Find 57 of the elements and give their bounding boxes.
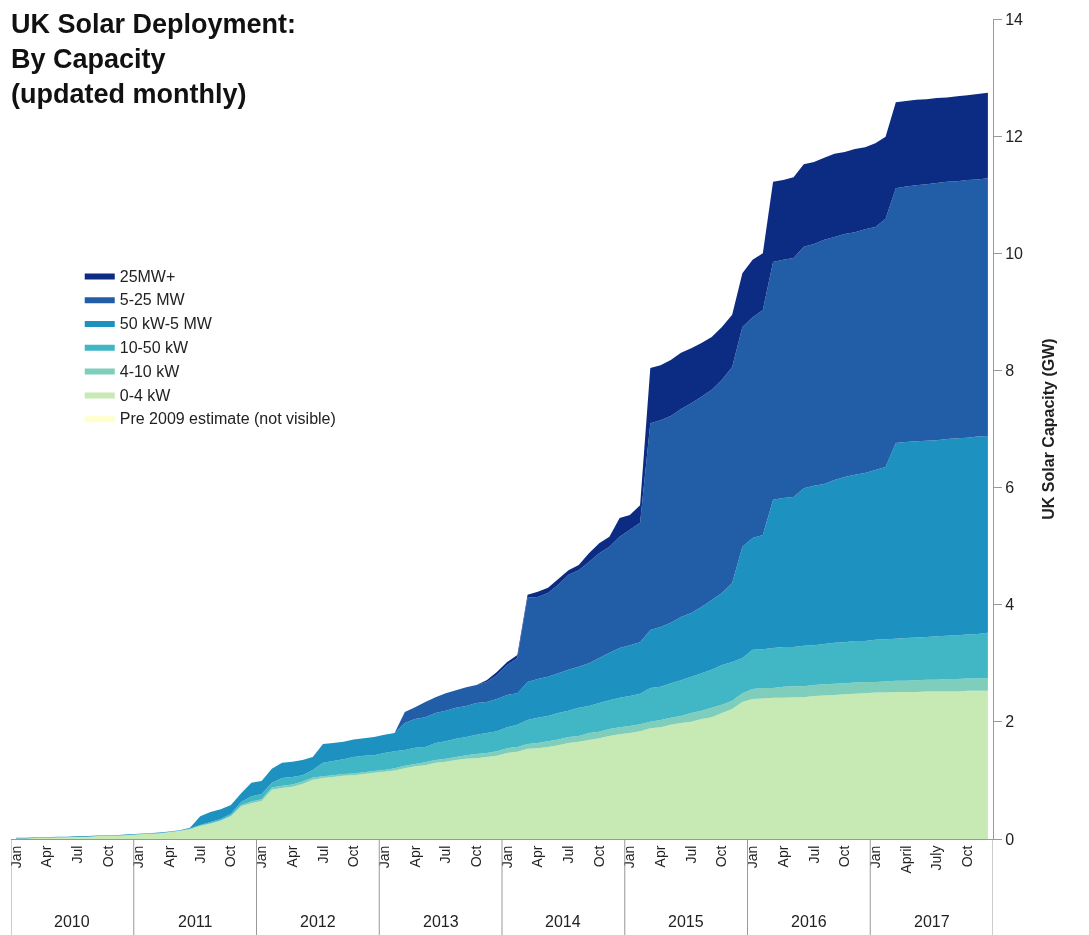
x-tick-label: Apr bbox=[774, 845, 791, 868]
legend-label: 4-10 kW bbox=[119, 362, 181, 380]
x-tick-label: Jan bbox=[130, 845, 147, 869]
x-tick-label: Jan bbox=[498, 845, 515, 869]
x-tick-label: Oct bbox=[590, 845, 607, 868]
x-tick-label: Jul bbox=[69, 845, 86, 864]
x-tick-label: Jan bbox=[744, 845, 761, 869]
x-tick-label: Apr bbox=[406, 845, 423, 868]
text: 2016 bbox=[791, 913, 827, 930]
x-tick-label: Jul bbox=[805, 845, 822, 864]
x-tick-label: Jul bbox=[191, 845, 208, 864]
x-tick-label: Jul bbox=[437, 845, 454, 864]
y-tick-label: 4 bbox=[1005, 596, 1015, 614]
text: 2015 bbox=[668, 913, 704, 930]
x-tick-label: Oct bbox=[713, 845, 730, 868]
x-tick-label: Oct bbox=[467, 845, 484, 868]
x-tick-label: Apr bbox=[652, 845, 669, 868]
x-tick-label: Jul bbox=[314, 845, 331, 864]
x-tick-label: Apr bbox=[161, 845, 178, 868]
text: 2010 bbox=[54, 913, 90, 930]
legend-label: 0-4 kW bbox=[119, 386, 172, 404]
x-tick-label: Jan bbox=[375, 845, 392, 869]
legend-label: 50 kW-5 MW bbox=[119, 315, 213, 333]
x-tick-label: Jan bbox=[621, 845, 638, 869]
text: 2014 bbox=[545, 913, 581, 930]
x-tick-label: Apr bbox=[529, 845, 546, 868]
x-tick-label: Jul bbox=[560, 845, 577, 864]
y-tick-label: 14 bbox=[1005, 10, 1024, 28]
legend-label: 10-50 kW bbox=[119, 339, 190, 357]
text: 2011 bbox=[178, 913, 213, 930]
x-tick-label: Apr bbox=[38, 845, 55, 868]
text: 2017 bbox=[914, 913, 950, 930]
x-tick-label: July bbox=[928, 845, 945, 871]
legend-label: 5-25 MW bbox=[119, 291, 186, 309]
y-tick-label: 2 bbox=[1005, 713, 1015, 731]
x-tick-label: Jul bbox=[682, 845, 699, 864]
text: UK Solar Deployment: By Capacity (updated monthly) bbox=[11, 8, 297, 109]
y-tick-label: 6 bbox=[1005, 479, 1015, 497]
x-tick-label: Oct bbox=[222, 845, 239, 868]
text: 2013 bbox=[423, 913, 459, 930]
x-tick-label: Jan bbox=[866, 845, 883, 869]
y-axis-title: UK Solar Capacity (GW) bbox=[1039, 338, 1057, 520]
y-tick-label: 12 bbox=[1005, 127, 1024, 145]
x-tick-label: Jan bbox=[7, 845, 24, 869]
y-tick-label: 8 bbox=[1005, 362, 1015, 380]
legend-label: Pre 2009 estimate (not visible) bbox=[119, 410, 336, 428]
x-tick-label: Oct bbox=[958, 845, 975, 868]
x-tick-label: Oct bbox=[99, 845, 116, 868]
y-tick-label: 0 bbox=[1005, 830, 1015, 848]
x-tick-label: Jan bbox=[253, 845, 270, 869]
x-tick-label: Oct bbox=[345, 845, 362, 868]
x-tick-label: April bbox=[897, 845, 914, 874]
y-tick-label: 10 bbox=[1005, 244, 1024, 262]
x-tick-label: Oct bbox=[836, 845, 853, 868]
x-tick-label: Apr bbox=[283, 845, 300, 868]
legend-label: 25MW+ bbox=[119, 267, 176, 285]
text: 2012 bbox=[300, 913, 336, 930]
